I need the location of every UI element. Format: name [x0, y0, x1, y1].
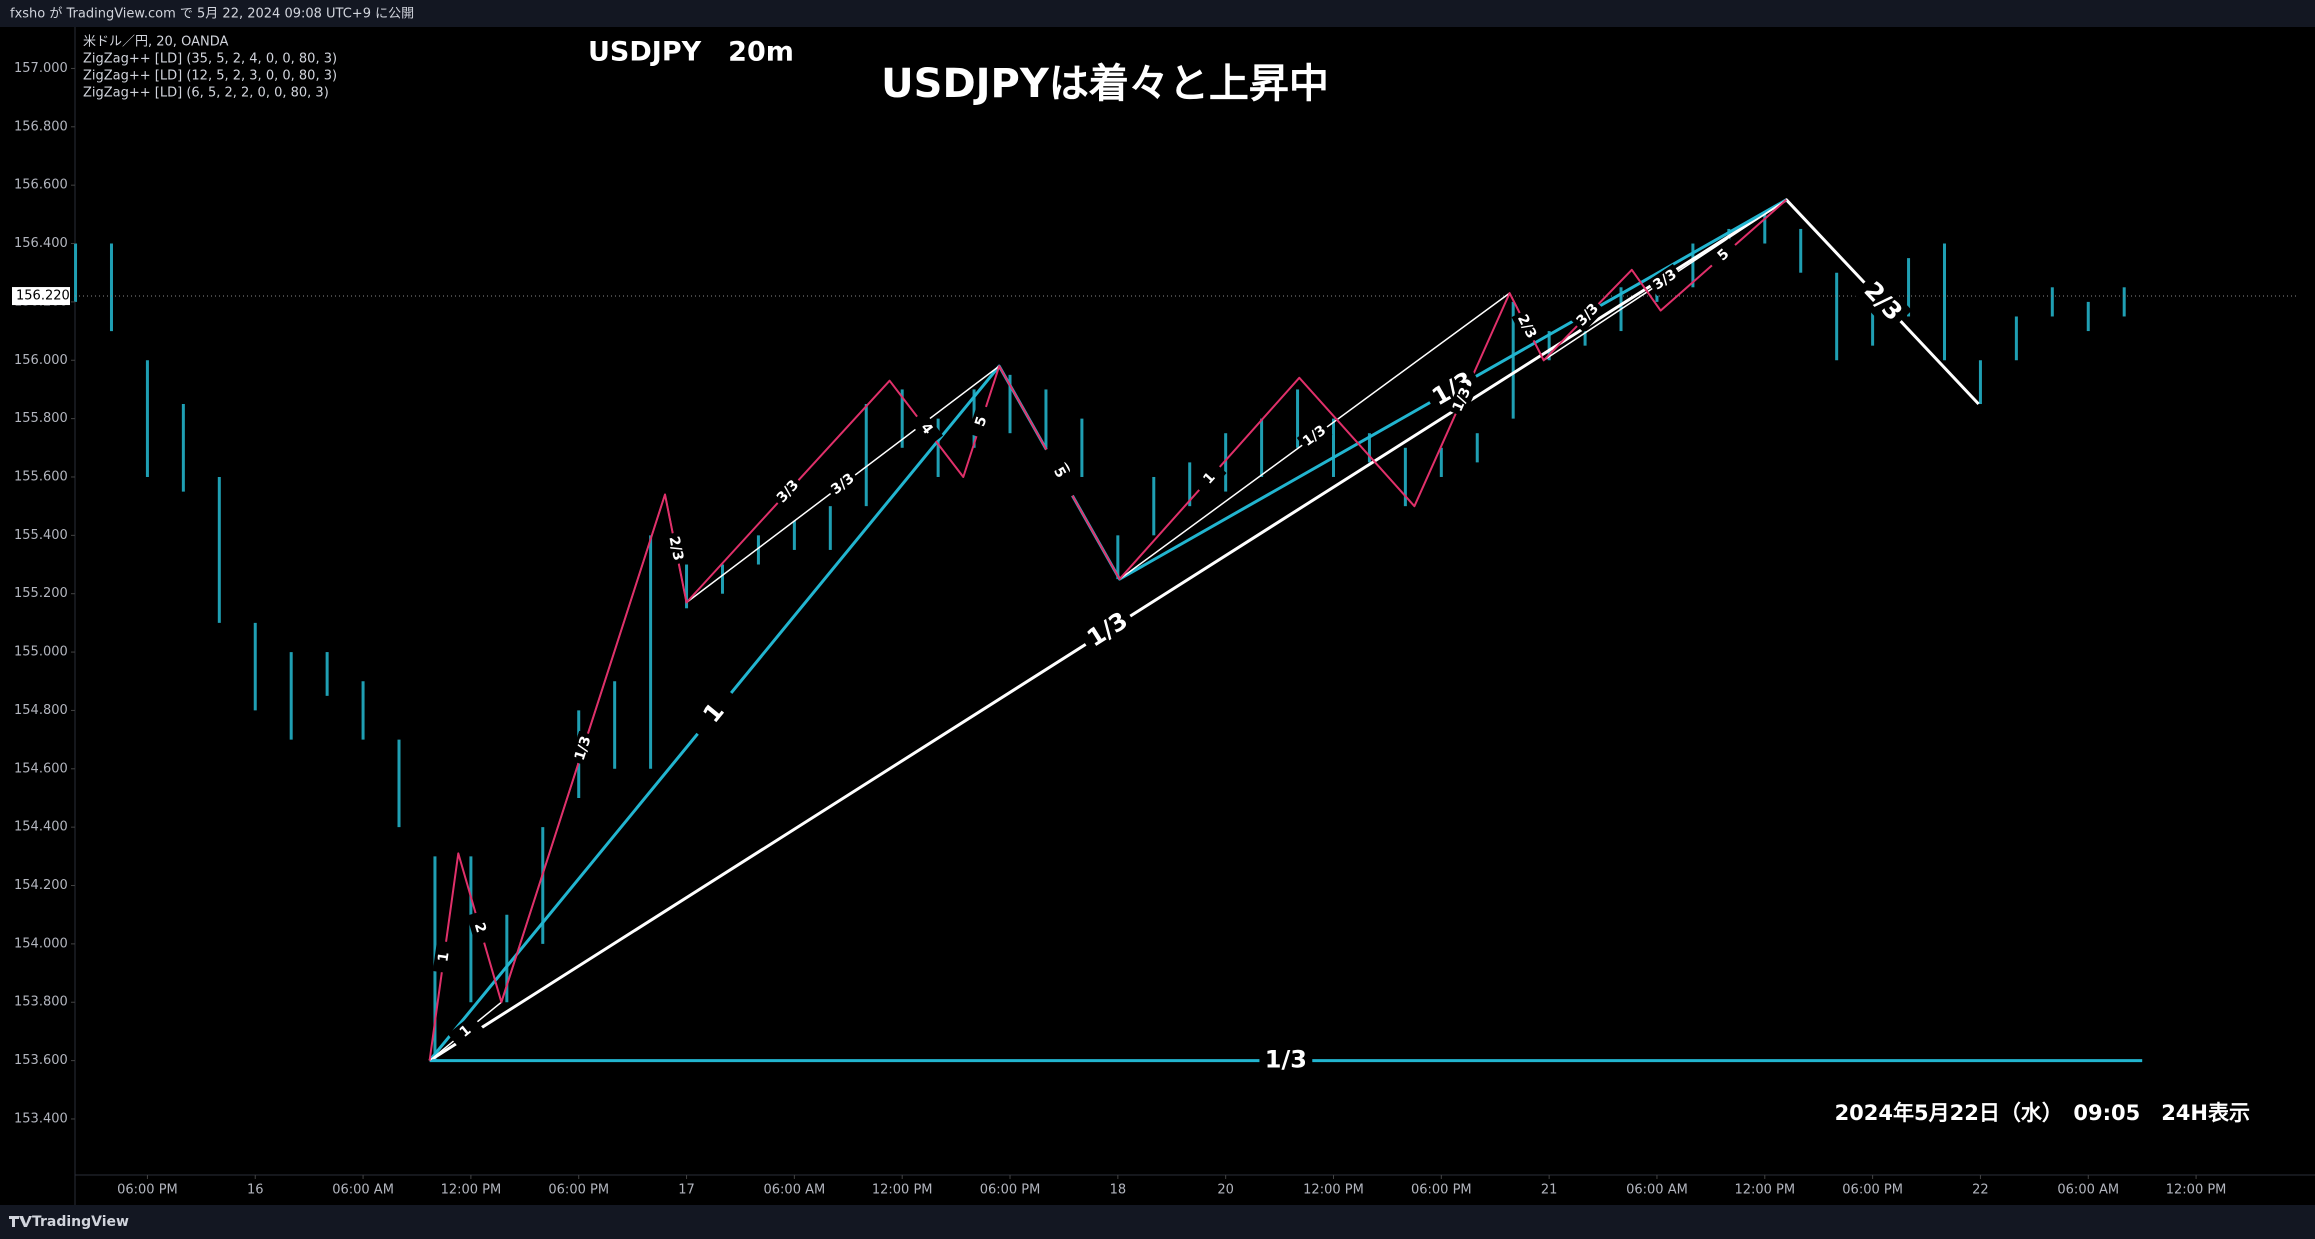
y-tick-label: 153.400: [14, 1111, 68, 1126]
zigzag-label-group: 2/3: [663, 531, 688, 566]
y-tick-label: 155.200: [14, 586, 68, 601]
x-tick-label: 06:00 AM: [764, 1183, 826, 1198]
x-tick-label: 17: [678, 1183, 695, 1198]
zigzag-label-bg: [909, 411, 944, 447]
zigzag-label: 1/3: [572, 734, 595, 762]
y-tick-label: 157.000: [14, 61, 68, 76]
y-tick-label: 155.800: [14, 411, 68, 426]
zigzag-label-bg: [1570, 297, 1606, 333]
zigzag-label-bg: [1447, 381, 1477, 418]
legend-entry: 米ドル／円, 20, OANDA: [83, 35, 228, 50]
x-tick-label: 20: [1217, 1183, 1234, 1198]
zigzag-label: 1: [435, 951, 452, 963]
zigzag-label-bg: [1296, 419, 1333, 453]
zigzag-label-group: 1: [1192, 460, 1227, 496]
zigzag-label-group: 5: [967, 404, 995, 439]
x-tick-label: 06:00 PM: [117, 1183, 178, 1198]
y-tick-label: 155.600: [14, 469, 68, 484]
x-tick-label: 12:00 PM: [872, 1183, 933, 1198]
date-annotation: 2024年5月22日（水） 09:05 24H表示: [1835, 1101, 2250, 1125]
y-tick-label: 154.800: [14, 703, 68, 718]
zigzag-label-group: 1/3: [569, 730, 597, 766]
zigzag-label: 5: [972, 414, 990, 428]
x-tick-label: 06:00 PM: [980, 1183, 1041, 1198]
y-tick-label: 155.000: [14, 645, 68, 660]
y-tick-label: 153.600: [14, 1053, 68, 1068]
y-tick-label: 155.400: [14, 528, 68, 543]
zigzag-label-bg: [825, 467, 861, 501]
zigzag-label-group: 3/3: [770, 474, 806, 510]
y-tick-label: 156.000: [14, 353, 68, 368]
bottom-bar: [0, 1205, 2315, 1239]
legend-entry: ZigZag++ [LD] (6, 5, 2, 2, 0, 0, 80, 3): [83, 86, 329, 101]
zigzag-label-bg: [466, 910, 493, 946]
x-tick-label: 06:00 AM: [332, 1183, 394, 1198]
zigzag-label-bg: [1192, 460, 1227, 496]
x-tick-label: 12:00 PM: [441, 1183, 502, 1198]
x-tick-label: 12:00 PM: [2166, 1183, 2227, 1198]
zigzag-label-bg: [432, 940, 456, 974]
x-tick-label: 06:00 PM: [548, 1183, 609, 1198]
legend-entry: ZigZag++ [LD] (35, 5, 2, 4, 0, 0, 80, 3): [83, 52, 337, 67]
y-tick-label: 156.800: [14, 119, 68, 134]
zigzag-label-group: 5: [1043, 454, 1075, 491]
zigzag-label-bg: [1422, 362, 1484, 417]
brand: TradingView: [32, 1214, 129, 1230]
chart-title: USDJPY 20m: [588, 37, 794, 68]
zigzag-label-group: 4: [909, 411, 944, 447]
x-tick-label: 22: [1972, 1183, 1989, 1198]
zigzag-label-bg: [1705, 238, 1742, 273]
last-price-box: [12, 287, 70, 306]
zigzag-label: 1/3: [1265, 1046, 1307, 1074]
zigzag-label-group: 2: [466, 910, 493, 946]
x-tick-label: 12:00 PM: [1734, 1183, 1795, 1198]
zigzag-label-bg: [967, 404, 995, 439]
zigzag-label-bg: [685, 683, 744, 744]
y-tick-label: 154.600: [14, 761, 68, 776]
x-tick-label: 06:00 AM: [1626, 1183, 1688, 1198]
headline: USDJPYは着々と上昇中: [881, 61, 1329, 107]
plot: 1/32/3121/31/311/32/33/351/32/33/3121/32…: [74, 198, 2296, 1077]
y-tick-label: 154.400: [14, 820, 68, 835]
zigzag-label: 2: [471, 921, 489, 935]
brand-logo: [9, 1216, 32, 1227]
zigzag-label-bg: [663, 531, 688, 566]
zigzag-label-group: 1: [447, 1014, 484, 1049]
zigzag-label-bg: [1511, 308, 1542, 345]
zigzag-label-bg: [1043, 454, 1075, 491]
x-tick-label: 06:00 PM: [1411, 1183, 1472, 1198]
zigzag-label-bg: [569, 730, 597, 766]
x-tick-label: 06:00 PM: [1842, 1183, 1903, 1198]
zigzag-label-bg: [447, 1014, 484, 1049]
y-tick-label: 154.000: [14, 936, 68, 951]
zigzag-label-bg: [770, 474, 806, 510]
zigzag-label-group: 1: [685, 683, 744, 744]
x-tick-label: 18: [1110, 1183, 1127, 1198]
zigzag-label-bg: [1647, 263, 1683, 297]
x-tick-label: 16: [247, 1183, 264, 1198]
zigzag-label-bg: [1853, 271, 1912, 332]
x-tick-label: 12:00 PM: [1303, 1183, 1364, 1198]
x-tick-label: 21: [1541, 1183, 1558, 1198]
legend-entry: ZigZag++ [LD] (12, 5, 2, 3, 0, 0, 80, 3): [83, 69, 337, 84]
y-tick-label: 156.400: [14, 236, 68, 251]
zigzag-label-bg: [1259, 1045, 1313, 1077]
last-price-label: 156.220: [16, 289, 70, 304]
zigzag-label-group: 5: [1705, 238, 1742, 273]
y-tick-label: 154.200: [14, 878, 68, 893]
top-bar: [0, 0, 2315, 27]
zigzag-label-group: 1: [432, 940, 456, 974]
publisher: fxsho が TradingView.com で 5月 22, 2024 09…: [10, 7, 414, 22]
zigzag-label: 2/3: [666, 535, 687, 562]
y-tick-label: 153.800: [14, 995, 68, 1010]
y-tick-label: 156.600: [14, 178, 68, 193]
zigzag-label-group: 1/3: [1259, 1045, 1313, 1077]
zigzag-label-bg: [1077, 602, 1139, 658]
x-tick-label: 06:00 AM: [2057, 1183, 2119, 1198]
